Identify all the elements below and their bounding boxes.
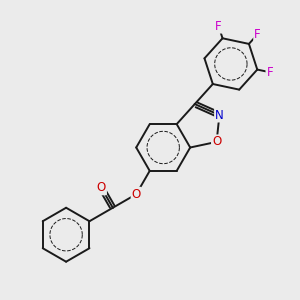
Text: O: O [212,135,221,148]
Text: N: N [215,109,224,122]
Text: F: F [215,20,222,33]
Text: F: F [254,28,261,41]
Text: O: O [97,182,106,194]
Text: F: F [266,66,273,79]
Text: O: O [132,188,141,201]
